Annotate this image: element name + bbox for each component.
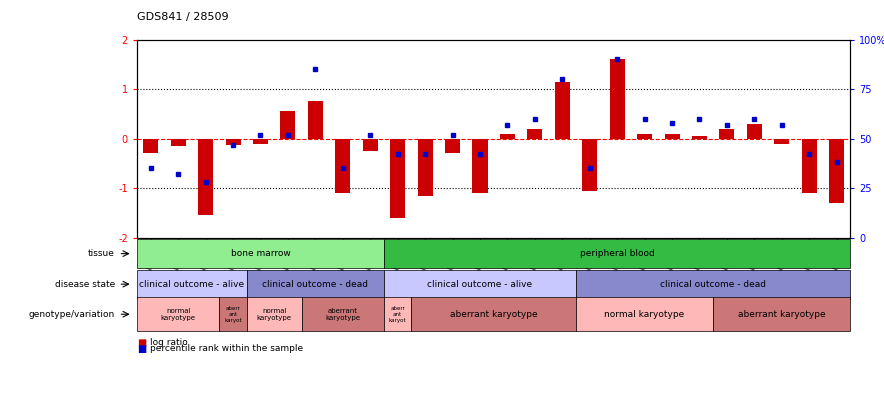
- Bar: [583, 139, 598, 190]
- Bar: [335, 139, 350, 193]
- Text: disease state: disease state: [55, 280, 115, 289]
- Text: ■: ■: [137, 344, 146, 354]
- Bar: [445, 139, 460, 153]
- Text: aberrant
karyotype: aberrant karyotype: [325, 308, 361, 321]
- Bar: [472, 139, 488, 193]
- Text: clinical outcome - dead: clinical outcome - dead: [660, 280, 766, 289]
- Bar: [225, 139, 240, 145]
- Bar: [555, 82, 570, 139]
- Bar: [499, 133, 515, 139]
- Bar: [528, 129, 543, 139]
- Bar: [417, 139, 432, 196]
- Bar: [362, 139, 377, 151]
- Text: clinical outcome - alive: clinical outcome - alive: [428, 280, 532, 289]
- Bar: [280, 111, 295, 139]
- Text: genotype/variation: genotype/variation: [28, 310, 115, 319]
- Bar: [198, 139, 213, 215]
- Text: aberr
ant
karyot: aberr ant karyot: [225, 306, 242, 322]
- Bar: [171, 139, 186, 146]
- Text: percentile rank within the sample: percentile rank within the sample: [150, 345, 303, 353]
- Bar: [143, 139, 158, 153]
- Bar: [774, 139, 789, 143]
- Text: normal
karyotype: normal karyotype: [256, 308, 292, 321]
- Bar: [308, 101, 323, 139]
- Bar: [829, 139, 844, 203]
- Bar: [637, 133, 652, 139]
- Text: clinical outcome - alive: clinical outcome - alive: [140, 280, 245, 289]
- Text: normal
karyotype: normal karyotype: [161, 308, 195, 321]
- Text: log ratio: log ratio: [150, 338, 188, 347]
- Text: tissue: tissue: [88, 249, 115, 258]
- Bar: [390, 139, 405, 218]
- Bar: [610, 59, 625, 139]
- Text: normal karyotype: normal karyotype: [605, 310, 685, 319]
- Text: aberrant karyotype: aberrant karyotype: [450, 310, 537, 319]
- Text: ■: ■: [137, 337, 146, 348]
- Bar: [665, 133, 680, 139]
- Bar: [253, 139, 268, 143]
- Text: peripheral blood: peripheral blood: [580, 249, 654, 258]
- Text: clinical outcome - dead: clinical outcome - dead: [263, 280, 369, 289]
- Text: aberrant karyotype: aberrant karyotype: [738, 310, 826, 319]
- Bar: [802, 139, 817, 193]
- Text: GDS841 / 28509: GDS841 / 28509: [137, 12, 229, 22]
- Text: aberr
ant
karyot: aberr ant karyot: [389, 306, 407, 322]
- Text: bone marrow: bone marrow: [231, 249, 290, 258]
- Bar: [747, 124, 762, 139]
- Bar: [692, 136, 707, 139]
- Bar: [720, 129, 735, 139]
